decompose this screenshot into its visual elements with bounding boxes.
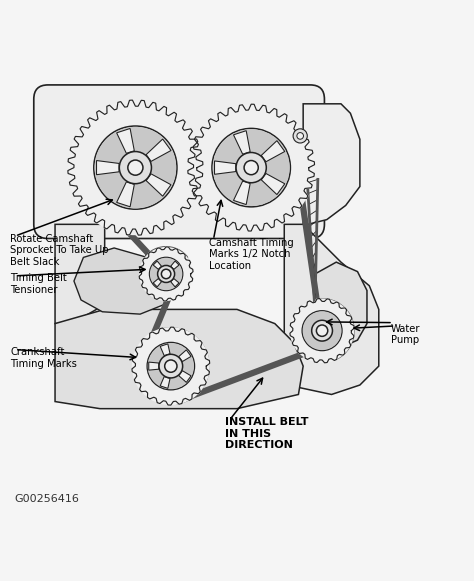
Polygon shape (160, 344, 170, 356)
Polygon shape (261, 141, 285, 162)
Circle shape (148, 343, 194, 389)
Polygon shape (146, 174, 171, 196)
Circle shape (312, 320, 332, 341)
Polygon shape (55, 310, 303, 408)
Circle shape (119, 152, 152, 184)
Circle shape (302, 311, 342, 350)
Polygon shape (234, 181, 250, 205)
Polygon shape (215, 161, 236, 174)
Polygon shape (315, 262, 367, 350)
Circle shape (150, 258, 182, 290)
Polygon shape (68, 100, 203, 235)
Circle shape (213, 129, 290, 206)
Circle shape (212, 128, 291, 207)
Polygon shape (149, 362, 159, 370)
Text: Crankshaft
Timing Marks: Crankshaft Timing Marks (10, 347, 77, 369)
Polygon shape (179, 350, 191, 361)
Polygon shape (132, 327, 210, 405)
Polygon shape (234, 131, 250, 154)
Polygon shape (261, 174, 285, 195)
Circle shape (94, 126, 177, 209)
Polygon shape (160, 376, 170, 388)
Polygon shape (146, 139, 171, 162)
FancyBboxPatch shape (34, 85, 324, 239)
Polygon shape (290, 299, 354, 363)
Polygon shape (303, 104, 360, 224)
Polygon shape (153, 278, 162, 287)
Polygon shape (139, 247, 193, 301)
Circle shape (139, 247, 193, 301)
Text: Timing Belt
Tensioner: Timing Belt Tensioner (10, 274, 67, 295)
Polygon shape (55, 224, 105, 324)
Polygon shape (153, 261, 162, 270)
Polygon shape (179, 371, 191, 382)
Circle shape (68, 100, 203, 235)
Circle shape (150, 257, 182, 290)
Polygon shape (74, 248, 171, 314)
Text: Camshaft Timing
Marks 1/2 Notch
Location: Camshaft Timing Marks 1/2 Notch Location (209, 238, 293, 271)
Circle shape (132, 327, 210, 405)
Circle shape (317, 325, 328, 336)
Circle shape (147, 342, 194, 390)
Polygon shape (171, 261, 179, 270)
Circle shape (159, 354, 182, 378)
Circle shape (157, 266, 174, 282)
Circle shape (188, 104, 315, 231)
Circle shape (290, 299, 354, 363)
Circle shape (128, 160, 143, 175)
Polygon shape (97, 160, 119, 175)
Text: Water
Pump: Water Pump (391, 324, 420, 345)
Circle shape (161, 269, 171, 279)
Polygon shape (171, 278, 179, 287)
Polygon shape (188, 104, 315, 231)
Text: G00256416: G00256416 (15, 494, 80, 504)
Polygon shape (117, 128, 134, 153)
Circle shape (164, 360, 177, 372)
Circle shape (236, 152, 266, 183)
Circle shape (302, 311, 342, 350)
Circle shape (297, 132, 303, 139)
Polygon shape (284, 224, 379, 394)
Polygon shape (117, 182, 134, 207)
Circle shape (95, 127, 176, 209)
Text: INSTALL BELT
IN THIS
DIRECTION: INSTALL BELT IN THIS DIRECTION (225, 417, 309, 450)
Text: Rotate Camshaft
Sprocket To Take Up
Belt Slack: Rotate Camshaft Sprocket To Take Up Belt… (10, 234, 109, 267)
Circle shape (293, 129, 307, 143)
Circle shape (244, 160, 258, 175)
